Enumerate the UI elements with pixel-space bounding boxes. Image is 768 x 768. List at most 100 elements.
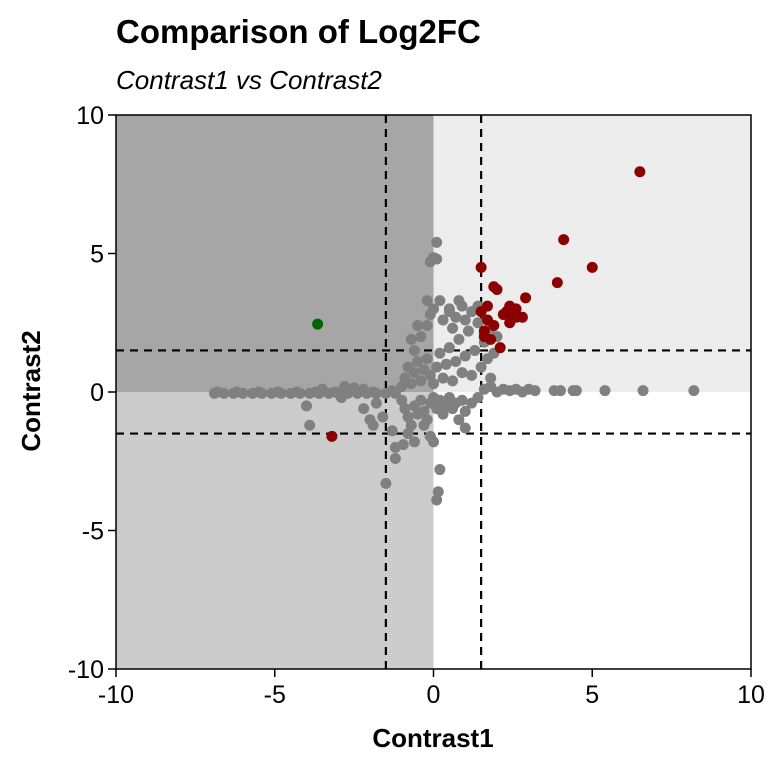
data-point [437, 372, 449, 384]
data-point [408, 367, 420, 379]
data-point [415, 394, 427, 406]
data-point [396, 380, 408, 392]
data-point [367, 386, 379, 398]
data-point [291, 386, 303, 398]
data-point [447, 375, 459, 387]
data-point [485, 372, 497, 384]
data-point [405, 378, 417, 390]
data-point [456, 394, 468, 406]
data-point [231, 386, 243, 398]
data-point [434, 295, 446, 307]
data-point [386, 425, 398, 437]
y-tick-label: 10 [76, 102, 104, 130]
data-point [434, 464, 446, 476]
data-point [304, 419, 316, 431]
data-point [453, 333, 465, 345]
data-point [447, 322, 459, 334]
chart-title: Comparison of Log2FC [116, 13, 481, 50]
data-point [450, 311, 462, 323]
data-point [637, 385, 649, 397]
data-point [348, 382, 360, 394]
data-point [377, 411, 389, 423]
data-point [421, 320, 433, 332]
y-tick-label: -10 [68, 656, 104, 684]
data-point [415, 331, 427, 343]
data-point [431, 236, 443, 248]
data-point [335, 392, 347, 404]
x-tick-label: 5 [585, 681, 599, 709]
x-tick-label: -10 [98, 681, 134, 709]
y-tick-label: 5 [90, 241, 104, 269]
quadrant-upper-left [116, 115, 434, 392]
data-point [431, 253, 443, 265]
data-point [555, 385, 566, 397]
data-point [212, 386, 224, 398]
data-point [402, 411, 414, 423]
data-point [478, 331, 490, 343]
data-point [412, 356, 424, 368]
data-point [475, 361, 487, 373]
data-point [570, 385, 582, 397]
x-tick-label: 0 [427, 681, 441, 709]
y-tick-label: 0 [90, 379, 104, 407]
data-point [459, 350, 471, 362]
data-point [529, 385, 541, 397]
data-point [634, 166, 646, 178]
data-point [599, 385, 611, 397]
data-point [520, 292, 532, 304]
data-point [469, 344, 481, 356]
data-point [586, 261, 598, 273]
data-point [475, 306, 487, 318]
data-point [418, 405, 430, 417]
data-point [402, 428, 414, 440]
data-point [421, 414, 433, 426]
data-point [462, 325, 474, 337]
threshold-lines [116, 115, 751, 669]
data-point [399, 403, 411, 415]
data-point [431, 361, 443, 373]
data-point [415, 375, 427, 387]
data-point [421, 353, 433, 365]
data-point [551, 277, 563, 289]
data-point [507, 308, 519, 320]
data-point [358, 383, 370, 395]
data-point [301, 400, 312, 412]
data-point [453, 295, 465, 307]
y-tick-label: -5 [82, 518, 104, 546]
y-axis-title: Contrast2 [16, 330, 46, 451]
data-point [440, 358, 452, 370]
data-point [408, 436, 420, 448]
data-point [424, 369, 436, 381]
data-point [428, 303, 439, 315]
data-point [408, 344, 420, 356]
data-point [312, 318, 324, 330]
x-tick-label: -5 [264, 681, 286, 709]
data-point [453, 414, 465, 426]
data-point [437, 314, 449, 326]
data-point [443, 303, 455, 315]
data-point [339, 380, 351, 392]
data-point [494, 342, 506, 354]
data-point [326, 430, 338, 442]
data-point [459, 405, 471, 417]
data-point [558, 234, 570, 246]
x-axis-title: Contrast1 [372, 723, 493, 753]
data-point [358, 403, 370, 415]
data-point [488, 320, 500, 332]
data-point [405, 333, 417, 345]
data-point [316, 383, 328, 395]
data-point [272, 386, 284, 398]
data-point [405, 419, 417, 431]
data-point [459, 314, 471, 326]
data-point [253, 386, 265, 398]
data-point [437, 408, 449, 420]
data-points [208, 166, 700, 506]
axes: -10 -5 0 5 10 -10 -5 0 5 10 [68, 102, 765, 709]
data-point [472, 317, 484, 329]
data-point [370, 397, 382, 409]
chart-subtitle: Contrast1 vs Contrast2 [116, 65, 382, 95]
data-point [380, 477, 392, 489]
data-point [472, 392, 484, 404]
data-point [466, 369, 478, 381]
